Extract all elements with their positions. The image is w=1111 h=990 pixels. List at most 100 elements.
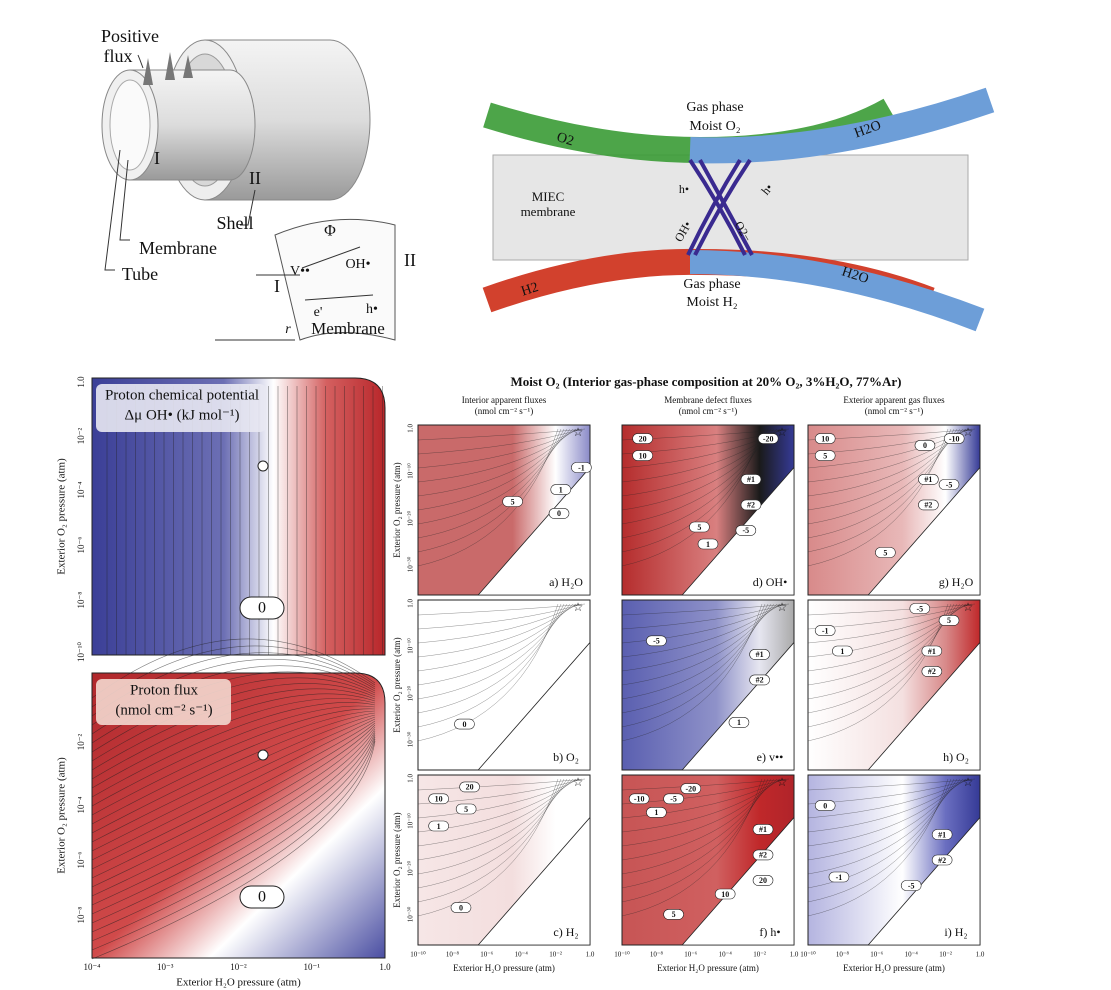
contour-label-box xyxy=(740,474,762,485)
contour-label: 5 xyxy=(464,805,468,814)
contour-line xyxy=(621,428,763,567)
contour-line xyxy=(621,778,769,889)
contour-label: -5 xyxy=(653,637,660,646)
contour-label-box xyxy=(454,718,475,730)
contour-line xyxy=(91,705,376,807)
contour-fill xyxy=(91,377,386,656)
contour-label: -10 xyxy=(949,434,960,443)
y-tick-label: 10⁻⁴ xyxy=(76,797,86,814)
contour-label-box xyxy=(689,521,710,533)
y-tick-label: 10⁻² xyxy=(76,427,86,444)
tube-diagram xyxy=(101,39,396,341)
excluded-region xyxy=(477,466,591,596)
y-tick-label: 10⁻²⁰ xyxy=(407,861,415,877)
y-axis-label: Exterior O₂ pressure (atm) xyxy=(392,462,402,557)
contour-label-box xyxy=(918,474,939,485)
contour-label: 20 xyxy=(466,783,474,792)
contour-label-box xyxy=(931,829,953,840)
contour-label-box xyxy=(428,793,449,805)
y-tick-label: 10⁻⁶ xyxy=(76,852,86,869)
contour-line xyxy=(91,716,376,852)
star: ☆ xyxy=(963,600,974,614)
contour-label-box xyxy=(757,433,779,444)
contour-line xyxy=(91,732,376,924)
y-tick-label: 10⁻⁴ xyxy=(76,482,86,499)
x-tick-label: 10⁻⁴ xyxy=(719,951,733,959)
x-tick-label: 1.0 xyxy=(790,951,799,959)
contour-label: 0 xyxy=(462,720,466,729)
contour-line xyxy=(91,724,376,888)
contour-label: #1 xyxy=(928,647,936,656)
contour-line xyxy=(417,428,586,441)
contour-label: #1 xyxy=(747,475,755,484)
panel-label: a) H₂O xyxy=(549,575,583,589)
contour-line xyxy=(91,708,376,816)
y-tick-label: 10⁻⁶ xyxy=(76,537,86,554)
label: Gas phase xyxy=(686,100,743,115)
contour-line xyxy=(417,778,559,917)
label: h• xyxy=(366,302,378,317)
label: OH• xyxy=(345,257,370,272)
contour-line xyxy=(417,428,583,455)
contour-line xyxy=(807,778,952,903)
x-tick-label: 10⁻¹⁰ xyxy=(614,951,630,959)
contour-label: -5 xyxy=(916,604,923,613)
panel-title: Proton flux xyxy=(130,682,198,698)
contour-line xyxy=(417,778,562,903)
panel-title: (nmol cm⁻² s⁻¹) xyxy=(115,702,212,718)
x-tick-label: 10⁻⁶ xyxy=(684,951,698,959)
contour-label-box xyxy=(628,793,650,805)
contour-label-box xyxy=(921,645,943,657)
x-tick-label: 10⁻⁴ xyxy=(515,951,529,959)
contour-label-box xyxy=(938,479,960,490)
y-axis-label: Exterior O₂ pressure (atm) xyxy=(56,757,68,874)
contour-line xyxy=(807,778,955,889)
contour-label: 0 xyxy=(258,889,266,906)
contour-line xyxy=(91,720,376,870)
contour-label-box xyxy=(459,781,480,793)
contour-label-box xyxy=(943,433,965,444)
contour-line xyxy=(417,778,568,875)
contour-label-box xyxy=(550,484,572,495)
grid-figure: ☆ ☆ ☆ ☆ ☆ ☆ ☆ ☆ ☆ xyxy=(417,424,981,946)
contour-label-box xyxy=(814,450,836,461)
contour-line xyxy=(91,638,376,699)
star: ☆ xyxy=(963,425,974,439)
star: ☆ xyxy=(963,775,974,789)
y-tick-label: 10⁻³⁰ xyxy=(407,731,415,747)
label: Gas phase xyxy=(683,277,740,292)
contour-label: 5 xyxy=(511,497,515,506)
contour-label-box xyxy=(548,508,570,519)
contour-label: 1 xyxy=(437,822,441,831)
star: ☆ xyxy=(777,775,788,789)
y-tick-label: 10⁻⁸ xyxy=(76,592,86,609)
y-tick-label: 10⁻¹⁰ xyxy=(76,642,86,662)
contour-line xyxy=(417,603,565,714)
x-tick-label: 10⁻⁴ xyxy=(905,951,919,959)
contour-line xyxy=(91,693,376,780)
y-axis-label: Exterior O₂ pressure (atm) xyxy=(392,812,402,907)
contour-label: 5 xyxy=(697,523,701,532)
contour-label-box xyxy=(828,871,850,883)
y-axis-label: Exterior O₂ pressure (atm) xyxy=(392,637,402,732)
contour-line xyxy=(417,428,559,567)
contour-line xyxy=(417,603,562,728)
contour-label: 1 xyxy=(737,718,741,727)
contour-label: #2 xyxy=(928,667,936,676)
x-tick-label: 10⁻⁶ xyxy=(870,951,884,959)
star: ☆ xyxy=(573,600,584,614)
x-axis-label: Exterior H₂O pressure (atm) xyxy=(176,977,301,989)
contour-line xyxy=(807,778,958,875)
contour-line xyxy=(807,428,949,567)
contour-line xyxy=(417,428,568,525)
contour-line xyxy=(807,428,955,539)
contour-line xyxy=(807,778,976,791)
contour-label-box xyxy=(714,888,736,900)
contour-label: #1 xyxy=(938,830,946,839)
y-tick-label: 10⁻¹⁰ xyxy=(407,463,415,479)
contour-line xyxy=(621,603,766,728)
y-tick-label: 10⁻³⁰ xyxy=(407,556,415,572)
column-header: Interior apparent fluxes xyxy=(462,395,547,405)
label: Tube xyxy=(122,264,158,284)
